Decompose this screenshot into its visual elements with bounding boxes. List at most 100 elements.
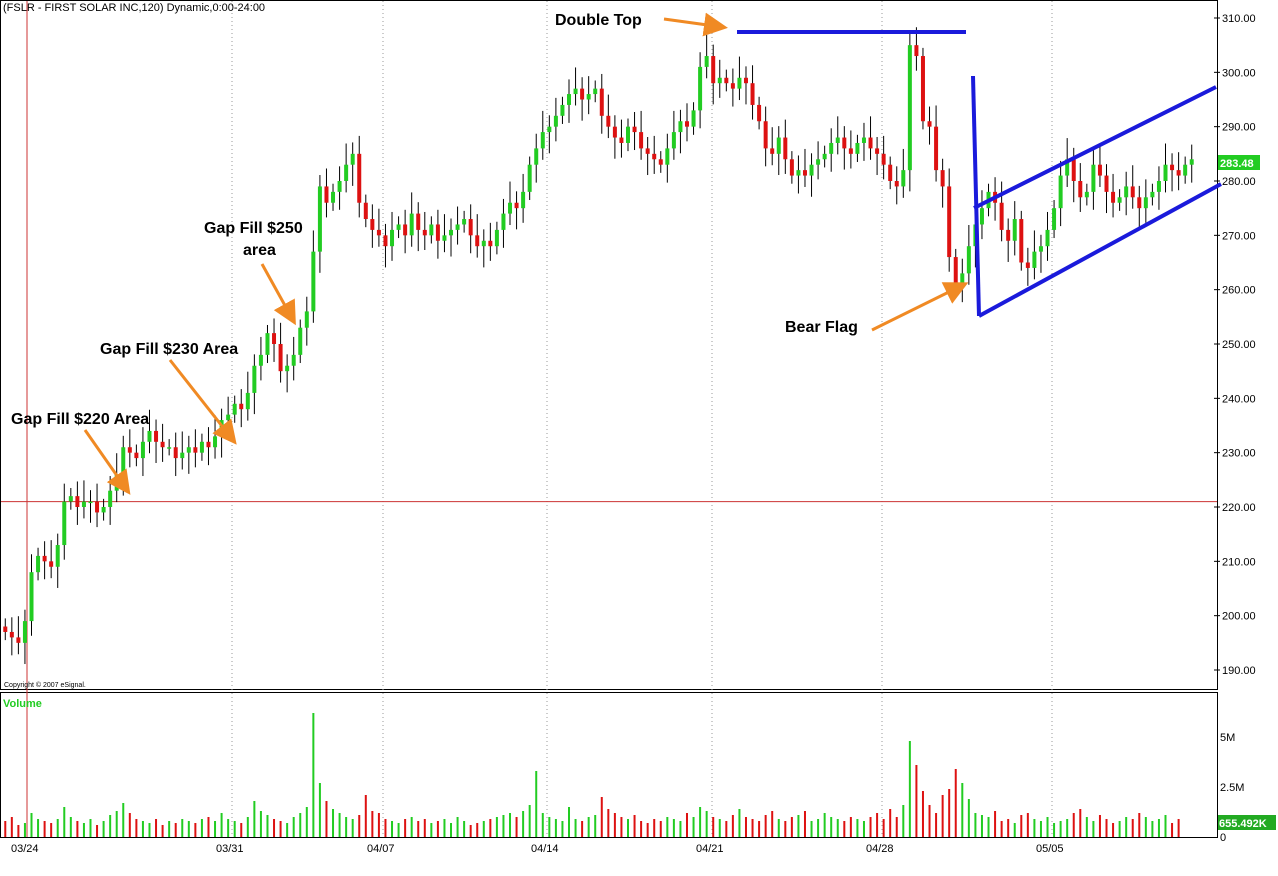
volume-bar <box>96 825 99 837</box>
volume-bar <box>476 823 479 837</box>
volume-panel-frame <box>0 692 1218 838</box>
candle-body <box>508 202 513 214</box>
candle-body <box>645 148 650 154</box>
volume-bar <box>836 819 839 837</box>
volume-bar <box>876 813 879 837</box>
price-axis: 190.00 200.00 210.00 220.00 230.00 240.00 250.… <box>1214 13 1256 844</box>
volume-bar <box>325 801 328 837</box>
candle-body <box>770 148 775 154</box>
volume-bar <box>89 819 92 837</box>
volume-bar <box>777 819 780 837</box>
candle-body <box>1078 181 1083 198</box>
volume-bar <box>1013 823 1016 837</box>
volume-bar <box>351 819 354 837</box>
volume-bar <box>207 817 210 837</box>
candle-body <box>573 88 578 95</box>
volume-bar <box>1020 815 1023 837</box>
candle-body <box>861 137 866 143</box>
volume-bar <box>259 811 262 837</box>
candle-body <box>940 170 945 187</box>
candle-body <box>160 441 165 448</box>
price-tick-label: 230.00 <box>1222 448 1256 460</box>
volume-bar <box>889 809 892 837</box>
volume-bar <box>974 813 977 837</box>
candle-body <box>599 88 604 116</box>
candle-body <box>1025 262 1030 268</box>
flag-lower-channel <box>978 182 1222 318</box>
candle-body <box>789 159 794 176</box>
volume-bar <box>935 813 938 837</box>
volume-bar <box>1098 815 1101 837</box>
date-axis: 03/24 03/31 04/07 04/14 04/21 04/28 05/05 <box>11 843 1064 855</box>
candle-body <box>180 452 185 459</box>
candle-body <box>488 240 493 247</box>
volume-bar <box>574 819 577 837</box>
candle-body <box>265 333 270 355</box>
candle-body <box>704 56 709 67</box>
candle-body <box>108 490 113 507</box>
candle-body <box>317 186 322 252</box>
candle-body <box>1065 159 1070 176</box>
candle-body <box>901 170 906 187</box>
current-volume-tag <box>1218 815 1276 830</box>
candle-body <box>462 219 467 225</box>
volume-bar <box>43 821 46 837</box>
volume-bar <box>338 813 341 837</box>
candle-body <box>357 153 362 203</box>
annotation-arrows <box>83 12 969 495</box>
volume-bar <box>685 813 688 837</box>
volume-bar <box>76 821 79 837</box>
candle-body <box>304 311 309 328</box>
volume-bar <box>122 803 125 837</box>
volume-bar <box>318 783 321 837</box>
candle-body <box>711 56 716 84</box>
candle-body <box>409 213 414 236</box>
volume-bar <box>240 823 243 837</box>
volume-bar <box>797 815 800 837</box>
volume-bar <box>1026 813 1029 837</box>
volume-bar <box>758 821 761 837</box>
volume-bar <box>528 805 531 837</box>
candle-body <box>455 224 460 230</box>
candle-body <box>29 572 34 622</box>
candle-body <box>907 45 912 171</box>
candle-body <box>960 273 965 285</box>
candle-body <box>560 104 565 116</box>
volume-bar <box>1171 823 1174 837</box>
candle-body <box>193 447 198 453</box>
candle-body <box>1170 164 1175 171</box>
volume-bar <box>273 819 276 837</box>
volume-label: Volume <box>3 698 42 710</box>
volume-bar <box>980 815 983 837</box>
volume-bar <box>954 769 957 837</box>
date-tick-label: 03/31 <box>216 843 244 855</box>
volume-bar <box>292 817 295 837</box>
candle-body <box>1097 164 1102 176</box>
volume-bar <box>626 819 629 837</box>
candle-body <box>783 137 788 160</box>
candle-body <box>534 148 539 165</box>
volume-bar <box>803 811 806 837</box>
volume-bar <box>568 807 571 837</box>
volume-bar <box>404 819 407 837</box>
candle-body <box>232 403 237 415</box>
volume-bar <box>600 797 603 837</box>
volume-tick-label: 0 <box>1220 832 1226 844</box>
candle-body <box>842 137 847 149</box>
candlesticks <box>3 27 1194 665</box>
candle-body <box>383 235 388 247</box>
volume-bar <box>155 819 158 837</box>
candle-body <box>868 137 873 149</box>
volume-bar <box>587 817 590 837</box>
volume-bar <box>187 821 190 837</box>
annotation-texts: Double Top Gap Fill $250 area Gap Fill $… <box>11 12 858 428</box>
volume-bar <box>640 821 643 837</box>
volume-bar <box>102 821 105 837</box>
candle-body <box>245 392 250 410</box>
volume-bar <box>1053 823 1056 837</box>
volume-bar <box>1059 821 1062 837</box>
volume-bar <box>495 817 498 837</box>
candle-body <box>206 441 211 448</box>
double-top-label: Double Top <box>555 12 642 29</box>
volume-bar <box>620 817 623 837</box>
